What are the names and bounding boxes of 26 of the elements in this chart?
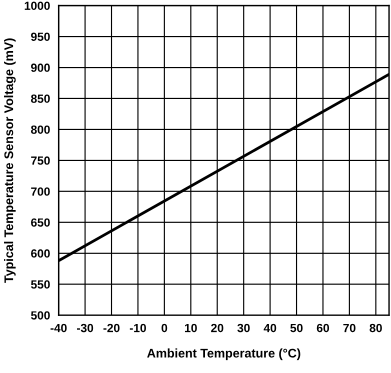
- y-tick-label: 550: [30, 280, 50, 289]
- y-tick-label: 900: [31, 64, 50, 72]
- x-tick-label: 40: [264, 324, 276, 332]
- x-tick-label: 10: [184, 324, 197, 332]
- x-tick-label: 60: [316, 324, 330, 332]
- y-tick-label: 850: [30, 94, 50, 103]
- y-tick-label: 750: [31, 156, 50, 165]
- x-axis-title: Ambient Temperature (°C): [147, 348, 300, 360]
- y-tick-label: 650: [31, 218, 50, 227]
- y-tick-label: 700: [31, 187, 50, 196]
- x-tick-label: -30: [77, 324, 94, 332]
- x-tick-label: -10: [130, 324, 146, 332]
- x-tick-label: -40: [50, 324, 67, 332]
- x-tick-label: 0: [162, 324, 168, 332]
- y-tick-label: 950: [31, 32, 50, 41]
- x-tick-label: -20: [103, 324, 120, 332]
- x-tick-label: 50: [290, 324, 303, 332]
- x-tick-label: 30: [237, 324, 250, 332]
- y-tick-label: 1000: [24, 2, 50, 10]
- y-tick-label: 600: [31, 249, 50, 258]
- y-tick-label: 500: [30, 311, 50, 320]
- y-tick-label: 800: [30, 125, 50, 134]
- x-tick-label: 20: [211, 324, 224, 332]
- x-tick-label: 70: [343, 324, 356, 332]
- x-tick-label: 80: [370, 324, 382, 332]
- y-axis-title: Typical Temperature Sensor Voltage (mV): [4, 38, 16, 283]
